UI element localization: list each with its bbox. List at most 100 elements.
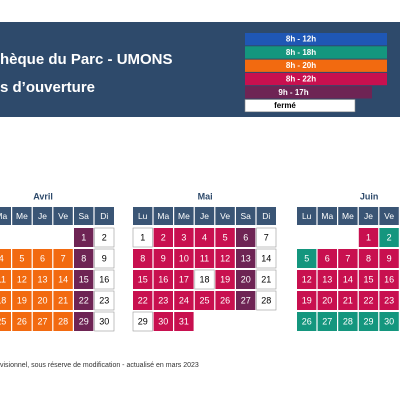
day-cell — [358, 249, 379, 268]
day-cell — [379, 228, 399, 247]
day-number: 12 — [17, 274, 27, 284]
legend-label: 8h - 22h — [286, 75, 316, 84]
month-name: Avril — [33, 191, 53, 201]
day-number: 19 — [220, 274, 230, 284]
weekday-label: Ma — [157, 211, 169, 221]
weekday-header-cell — [236, 207, 256, 225]
day-number: 15 — [363, 274, 373, 284]
day-number: 11 — [0, 274, 6, 284]
day-number: 21 — [58, 295, 68, 305]
day-number: 14 — [58, 274, 68, 284]
day-cell — [12, 249, 32, 268]
day-number: 26 — [17, 316, 27, 326]
legend-label: 8h - 18h — [286, 48, 316, 57]
day-number: 27 — [241, 295, 251, 305]
day-number: 26 — [302, 316, 312, 326]
day-number: 2 — [161, 232, 166, 242]
day-number: 31 — [179, 316, 189, 326]
weekday-header-cell — [297, 207, 317, 225]
day-cell — [0, 312, 11, 331]
day-number: 18 — [0, 295, 6, 305]
day-cell — [32, 312, 53, 331]
day-number: 9 — [102, 253, 107, 263]
day-cell — [358, 228, 379, 247]
weekday-label: Je — [364, 211, 373, 221]
day-number: 10 — [179, 253, 189, 263]
day-number: 1 — [366, 232, 371, 242]
weekday-label: Ve — [384, 211, 394, 221]
day-number: 8 — [140, 253, 145, 263]
day-cell — [358, 270, 379, 289]
day-cell — [236, 249, 256, 268]
day-cell — [358, 312, 379, 331]
weekday-header-cell — [194, 207, 215, 225]
day-cell — [174, 249, 194, 268]
day-cell — [32, 291, 53, 310]
day-number: 8 — [81, 253, 86, 263]
day-cell — [317, 291, 337, 310]
day-number: 7 — [264, 232, 269, 242]
day-number: 8 — [366, 253, 371, 263]
month-name: Juin — [360, 191, 379, 201]
day-number: 13 — [37, 274, 47, 284]
day-cell — [12, 270, 32, 289]
day-cell — [153, 291, 173, 310]
legend-swatch — [245, 59, 387, 72]
weekday-header-cell — [12, 207, 32, 225]
day-cell — [379, 249, 399, 268]
day-number: 16 — [384, 274, 394, 284]
day-cell — [297, 291, 317, 310]
day-cell — [256, 290, 277, 311]
weekday-label: Ma — [0, 211, 7, 221]
day-cell — [74, 249, 94, 268]
day-cell — [297, 249, 317, 268]
header-title: hèque du Parc - UMONS — [0, 51, 173, 68]
day-cell — [74, 228, 94, 247]
day-cell — [317, 249, 337, 268]
weekday-header-cell — [133, 207, 153, 225]
weekday-header-cell — [338, 207, 358, 225]
day-number: 14 — [261, 253, 271, 263]
day-number: 20 — [322, 295, 332, 305]
day-number: 16 — [99, 274, 109, 284]
day-cell — [215, 270, 235, 289]
day-cell — [379, 270, 399, 289]
weekday-header-cell — [256, 207, 276, 225]
day-cell — [174, 270, 194, 289]
legend-swatch — [244, 99, 356, 113]
day-cell — [132, 227, 153, 248]
day-number: 18 — [199, 274, 209, 284]
day-cell — [358, 291, 379, 310]
day-number: 2 — [387, 232, 392, 242]
day-cell — [338, 312, 358, 331]
day-cell — [74, 291, 94, 310]
day-cell — [236, 228, 256, 247]
day-number: 20 — [241, 274, 251, 284]
day-cell — [153, 312, 173, 331]
day-number: 5 — [19, 253, 24, 263]
day-number: 28 — [261, 295, 271, 305]
day-cell — [133, 249, 153, 268]
day-number: 28 — [343, 316, 353, 326]
weekday-header-cell — [0, 207, 11, 225]
day-number: 19 — [17, 295, 27, 305]
day-number: 6 — [243, 232, 248, 242]
day-cell — [153, 249, 173, 268]
legend-swatch — [245, 86, 372, 99]
day-number: 30 — [384, 316, 394, 326]
day-number: 12 — [302, 274, 312, 284]
weekday-header-cell — [53, 207, 73, 225]
day-number: 4 — [202, 232, 207, 242]
weekday-header-cell — [379, 207, 399, 225]
day-cell — [132, 311, 153, 332]
day-cell — [215, 228, 235, 247]
legend-swatch — [245, 72, 387, 86]
weekday-header-cell — [153, 207, 173, 225]
day-number: 7 — [61, 253, 66, 263]
day-number: 17 — [179, 274, 189, 284]
footer-note: visionnel, sous réserve de modification … — [0, 362, 199, 369]
day-cell — [32, 249, 53, 268]
day-cell — [94, 311, 115, 332]
day-cell — [215, 291, 235, 310]
day-number: 4 — [0, 253, 4, 263]
